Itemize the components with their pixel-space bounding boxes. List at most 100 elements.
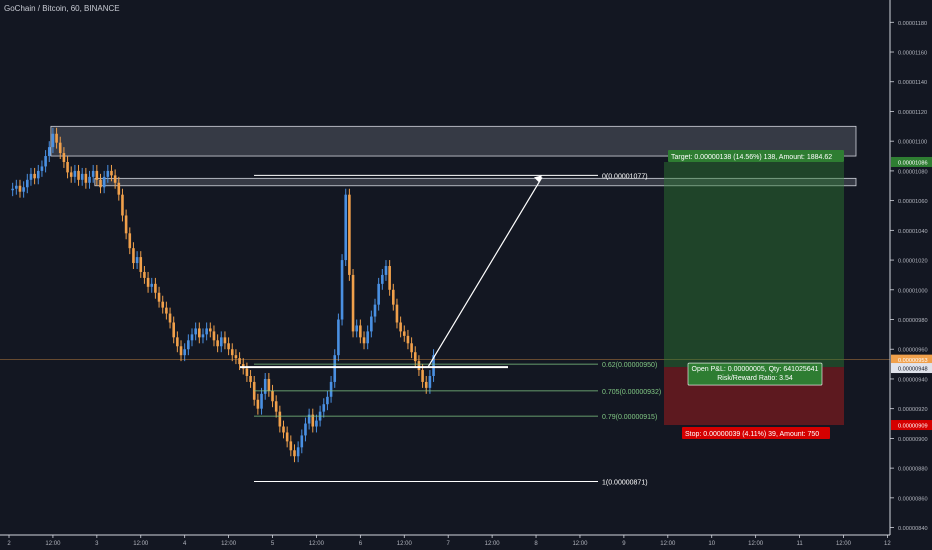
candle-body xyxy=(179,346,183,356)
candle-body xyxy=(300,435,304,448)
rr-label: Risk/Reward Ratio: 3.54 xyxy=(717,375,793,382)
candle-body xyxy=(150,283,154,287)
fib-label-0: 0(0.00001077) xyxy=(602,173,648,180)
candle-body xyxy=(124,215,128,234)
candle-body xyxy=(29,173,33,180)
fib-label-1: 0.62(0.00000950) xyxy=(602,362,657,369)
supply-zone-1 xyxy=(94,177,857,187)
candle-body xyxy=(33,173,36,179)
candle-body xyxy=(370,316,373,332)
stop-label: Stop: 0.00000039 (4.11%) 39, Amount: 750 xyxy=(685,431,819,438)
candle-body xyxy=(212,331,216,341)
candle-body xyxy=(161,301,165,308)
candle-body xyxy=(84,173,88,183)
candle-body xyxy=(190,334,194,341)
x-tick-label: 4 xyxy=(183,541,187,547)
candle-body xyxy=(91,170,95,177)
y-tick-label: 0.00001080 xyxy=(898,169,928,175)
candle-body xyxy=(238,358,241,365)
target-price-tag-bg xyxy=(891,156,932,167)
candle-body xyxy=(22,187,25,192)
candle-body xyxy=(249,375,252,382)
y-tick-label: 0.00000920 xyxy=(898,407,928,413)
x-tick-label: 12:00 xyxy=(397,541,413,547)
candle-body xyxy=(15,185,18,189)
fib-layer: 0(0.00001077) 0.62(0.00000950) 0.705(0.000… xyxy=(254,173,661,487)
candle-body xyxy=(146,277,150,287)
y-tick-label: 0.00001040 xyxy=(898,229,928,235)
candle-body xyxy=(201,334,205,338)
candle-body xyxy=(205,328,208,335)
candle-body xyxy=(406,335,410,344)
y-tick-label: 0.00001060 xyxy=(898,199,928,205)
candle-body xyxy=(315,420,318,427)
candle-body xyxy=(417,361,421,371)
candle-body xyxy=(377,283,380,305)
candle-body xyxy=(256,399,260,409)
fib-label-3: 0.79(0.00000915) xyxy=(602,414,657,421)
candle-body xyxy=(36,170,40,179)
candle-body xyxy=(128,233,132,249)
candle-body xyxy=(187,340,190,350)
y-tick-label: 0.00000840 xyxy=(898,526,928,532)
candle-body xyxy=(110,170,113,176)
x-tick-label: 2 xyxy=(7,541,11,547)
target-zone xyxy=(664,161,844,368)
position-layer: Target: 0.00000138 (14.56%) 138, Amount:… xyxy=(0,149,890,440)
x-tick-label: 12:00 xyxy=(45,541,61,547)
candle-body xyxy=(245,368,249,376)
candle-body xyxy=(11,188,14,191)
x-tick-label: 11 xyxy=(796,541,803,547)
pnl-box xyxy=(687,362,823,386)
candle-body xyxy=(322,404,326,412)
x-tick-label: 12:00 xyxy=(572,541,588,547)
x-tick-label: 10 xyxy=(708,541,715,547)
candle-body xyxy=(99,179,102,188)
candle-body xyxy=(413,352,417,362)
candle-body xyxy=(62,153,66,162)
y-tick-label: 0.00001000 xyxy=(898,288,928,294)
candle-body xyxy=(311,414,315,427)
x-tick-label: 12:00 xyxy=(660,541,676,547)
candle-body xyxy=(359,325,362,338)
candle-body xyxy=(55,133,58,143)
candle-body xyxy=(421,370,424,382)
stop-price-tag: 0.00000909 xyxy=(898,424,928,430)
y-tick-label: 0.00001180 xyxy=(898,21,927,27)
candle-body xyxy=(73,170,77,177)
candle-body xyxy=(172,322,175,338)
candle-body xyxy=(216,340,219,347)
candle-body xyxy=(95,170,99,180)
x-tick-label: 8 xyxy=(534,541,538,547)
candle-body xyxy=(135,257,139,264)
x-tick-label: 12:00 xyxy=(309,541,325,547)
y-axis: 0.00001180 0.00001160 0.00001140 0.00001120… xyxy=(889,0,932,535)
y-tick-label: 0.00000940 xyxy=(898,377,928,383)
x-tick-label: 12 xyxy=(884,541,891,547)
candle-body xyxy=(18,185,22,192)
fib-label-2: 0.705(0.00000932) xyxy=(602,389,661,396)
x-tick-label: 12:00 xyxy=(133,541,149,547)
candle-body xyxy=(26,179,29,188)
y-tick-label: 0.00001020 xyxy=(898,259,928,265)
candle-body xyxy=(289,441,293,451)
x-tick-label: 3 xyxy=(95,541,99,547)
candle-body xyxy=(362,337,366,344)
candle-body xyxy=(117,182,121,195)
fib-label-4: 1(0.00000871) xyxy=(602,480,648,487)
candle-body xyxy=(399,322,402,332)
x-tick-label: 6 xyxy=(359,541,363,547)
x-tick-label: 5 xyxy=(271,541,275,547)
y-tick-label: 0.00000960 xyxy=(898,348,928,354)
candle-body xyxy=(395,304,399,323)
pnl-label: Open P&L: 0.00000005, Qty: 641025641 xyxy=(692,366,819,373)
candle-body xyxy=(198,328,201,338)
candle-body xyxy=(392,289,395,305)
candle-body xyxy=(143,271,146,278)
candle-body xyxy=(428,375,432,388)
candle-body xyxy=(355,325,358,332)
x-tick-label: 12:00 xyxy=(485,541,501,547)
y-tick-label: 0.00001160 xyxy=(898,51,927,57)
candle-body xyxy=(260,393,263,409)
